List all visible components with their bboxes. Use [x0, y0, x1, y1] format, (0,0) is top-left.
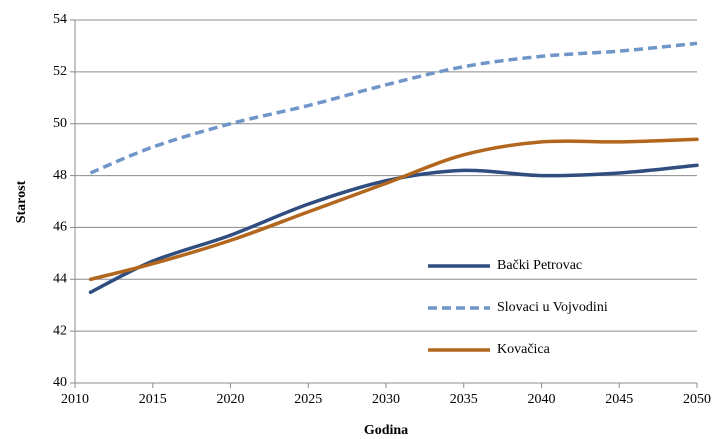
x-tick-label: 2045	[605, 392, 633, 407]
y-tick-label: 44	[53, 272, 67, 287]
x-tick-label: 2030	[372, 392, 400, 407]
y-tick-label: 42	[53, 323, 67, 338]
y-tick-label: 40	[53, 375, 67, 390]
y-tick-label: 46	[53, 220, 67, 235]
y-tick-label: 50	[53, 116, 67, 131]
x-tick-label: 2015	[139, 392, 167, 407]
y-axis-label: Starost	[14, 180, 29, 223]
x-tick-label: 2050	[683, 392, 711, 407]
x-tick-label: 2025	[294, 392, 322, 407]
x-tick-label: 2010	[61, 392, 89, 407]
x-tick-label: 2040	[528, 392, 556, 407]
legend-label: Slovaci u Vojvodini	[497, 300, 608, 315]
y-tick-label: 52	[53, 64, 67, 79]
series-line	[89, 41, 698, 175]
series-line	[88, 163, 699, 294]
legend-label: Bački Petrovac	[497, 258, 582, 273]
x-tick-label: 2035	[450, 392, 478, 407]
series-line	[88, 137, 699, 282]
legend-label: Kovačica	[497, 342, 551, 357]
x-axis-label: Godina	[364, 423, 408, 438]
x-tick-label: 2020	[217, 392, 245, 407]
y-tick-label: 48	[53, 168, 67, 183]
y-tick-label: 54	[53, 12, 67, 27]
